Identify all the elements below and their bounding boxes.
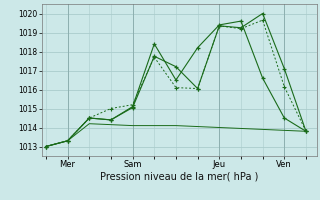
X-axis label: Pression niveau de la mer( hPa ): Pression niveau de la mer( hPa ) [100, 172, 258, 182]
